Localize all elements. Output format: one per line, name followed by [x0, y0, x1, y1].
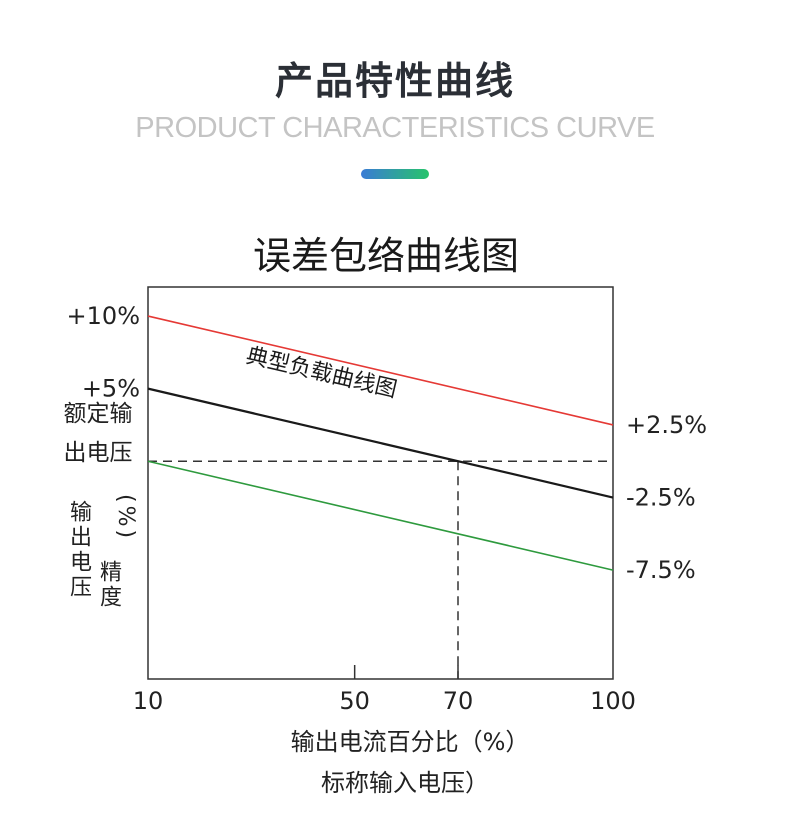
y-label-rated-line2: 出电压	[64, 440, 133, 466]
y-right-tick-label-1: +2.5%	[626, 411, 707, 439]
series-annotation: 典型负载曲线图	[244, 344, 400, 403]
y-axis-label-unit: (%)	[113, 494, 138, 542]
page-title: 产品特性曲线	[274, 59, 515, 103]
plot-frame	[147, 286, 614, 680]
x-tick-label-50: 50	[339, 687, 370, 715]
series-line-1	[147, 315, 614, 426]
y-left-tick-label-1: +10%	[67, 302, 140, 330]
y-axis-label-accuracy-b: 精度	[96, 560, 121, 610]
title-accent-bar	[361, 169, 429, 179]
y-label-rated-line1: 额定输	[64, 401, 133, 427]
y-right-tick-label-3: -7.5%	[626, 556, 696, 584]
y-right-tick-label-2: -2.5%	[626, 484, 696, 512]
y-axis-label-accuracy-a: 输出电压	[66, 500, 91, 600]
page-subtitle: PRODUCT CHARACTERISTICS CURVE	[135, 112, 655, 144]
x-tick-label-100: 100	[590, 687, 636, 715]
series-line-3	[147, 460, 614, 571]
series-line-2	[147, 387, 614, 499]
x-axis-label-line1: 输出电流百分比（%）	[291, 728, 530, 756]
x-axis-label-line2: 标称输入电压）	[321, 769, 489, 797]
x-tick-label-10: 10	[133, 687, 164, 715]
chart-title: 误差包络曲线图	[253, 234, 519, 278]
y-left-tick-label-2: +5%	[82, 375, 140, 403]
x-tick-label-70: 70	[443, 687, 474, 715]
